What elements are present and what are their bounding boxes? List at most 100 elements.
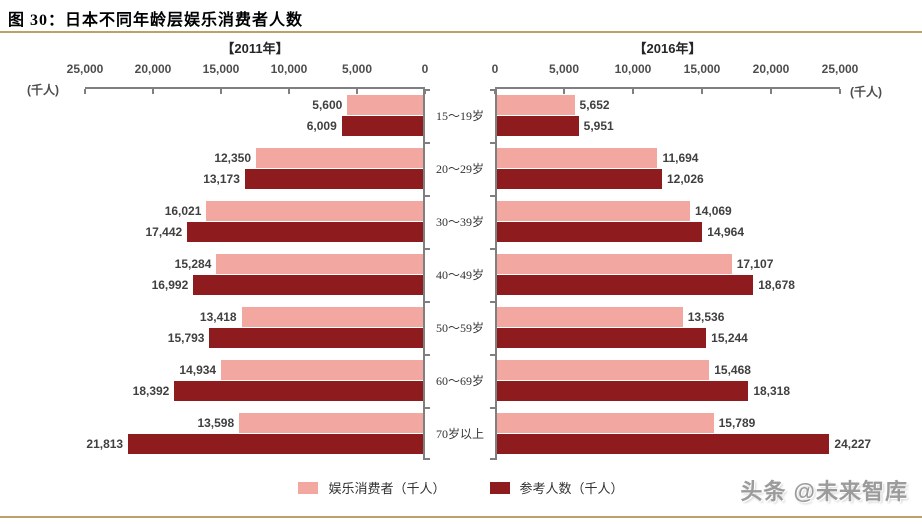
axis-tick-mark [288, 89, 290, 94]
bar-line: 18,318 [497, 381, 840, 402]
age-group-label: 15～19岁 [435, 109, 484, 123]
consumer-bar [497, 148, 658, 168]
axis-tick-mark [632, 89, 634, 94]
axis-tick-label: 25,000 [821, 62, 859, 76]
plot-2011: 5,600 6,009 12,350 13,173 16,021 17,442 15,284… [85, 89, 425, 460]
bar-group: 14,934 18,392 [85, 354, 423, 407]
bar-line: 24,227 [497, 434, 871, 455]
bar-line: 16,021 [85, 201, 423, 222]
age-group-label: 60～69岁 [435, 374, 484, 388]
reference-bar [209, 328, 423, 348]
reference-bar [497, 328, 707, 348]
bar-line: 13,173 [85, 169, 423, 190]
bar-value-label: 16,992 [151, 278, 189, 292]
panel-2011-title: 【2011年】 [221, 41, 289, 56]
axis-tick-label: 15,000 [202, 62, 240, 76]
group-boundary-tick [490, 458, 497, 460]
group-boundary-tick [423, 142, 430, 144]
axis-2016: 0 5,000 10,000 15,000 20,000 25,000 [491, 62, 859, 78]
group-boundary-tick [490, 142, 497, 144]
bar-line: 13,598 [85, 413, 423, 434]
legend-swatch-reference [489, 481, 510, 494]
bar-value-label: 16,021 [164, 204, 202, 218]
bar-value-label: 24,227 [834, 437, 872, 451]
consumer-bar [497, 360, 710, 380]
axis-tick-mark [563, 89, 565, 94]
consumer-bar [206, 201, 423, 221]
legend-item: 参考人数（千人） [489, 478, 624, 497]
bar-line: 5,652 [497, 95, 840, 116]
bar-group: 14,069 14,964 [497, 195, 840, 248]
axis-tick-label: 0 [491, 62, 499, 76]
bar-line: 15,244 [497, 328, 840, 349]
axis-tick-mark [701, 89, 703, 94]
consumer-bar [221, 360, 423, 380]
figure-title: 图 30：日本不同年龄层娱乐消费者人数 [8, 12, 304, 29]
age-group-label: 70岁以上 [435, 427, 484, 441]
group-boundary-tick [423, 89, 430, 91]
bar-value-label: 18,678 [758, 278, 795, 292]
axis-tick-label: 5,000 [548, 62, 580, 76]
bar-value-label: 13,598 [197, 416, 235, 430]
consumer-bar [216, 254, 423, 274]
bar-value-label: 18,392 [132, 384, 170, 398]
consumer-bar [497, 95, 575, 115]
group-boundary-tick [490, 354, 497, 356]
bar-value-label: 6,009 [306, 119, 337, 133]
axis-tick-label: 10,000 [614, 62, 652, 76]
bar-line: 15,789 [497, 413, 840, 434]
bar-group: 12,350 13,173 [85, 142, 423, 195]
bar-group: 15,468 18,318 [497, 354, 840, 407]
bar-line: 14,934 [85, 360, 423, 381]
consumer-bar [497, 254, 732, 274]
axis-tick-mark [424, 89, 426, 94]
reference-bar [128, 434, 423, 454]
bar-line: 14,964 [497, 222, 840, 243]
bar-group: 5,652 5,951 [497, 89, 840, 142]
reference-bar [187, 222, 423, 242]
bar-line: 6,009 [85, 116, 423, 137]
panel-2016-title: 【2016年】 [633, 41, 702, 56]
reference-bar [244, 169, 423, 189]
group-boundary-tick [490, 89, 497, 91]
bar-group: 15,284 16,992 [85, 248, 423, 301]
axis-tick-label: 10,000 [270, 62, 308, 76]
bar-value-label: 14,964 [707, 225, 744, 239]
reference-bar [341, 116, 423, 136]
consumer-bar [241, 307, 423, 327]
watermark: 头条 @未来智库 [740, 479, 908, 504]
bar-line: 14,069 [497, 201, 840, 222]
axis-tick-label: 20,000 [752, 62, 790, 76]
bar-line: 11,694 [497, 148, 840, 169]
bar-group: 13,418 15,793 [85, 301, 423, 354]
bar-value-label: 5,652 [579, 98, 610, 112]
consumer-bar [347, 95, 423, 115]
axis-tick-mark [770, 89, 772, 94]
bar-group: 11,694 12,026 [497, 142, 840, 195]
bar-line: 21,813 [85, 434, 423, 455]
reference-bar [497, 169, 662, 189]
bar-line: 15,284 [85, 254, 423, 275]
bar-line: 17,442 [85, 222, 423, 243]
bar-value-label: 14,069 [695, 204, 732, 218]
legend-label: 娱乐消费者（千人） [328, 481, 446, 496]
reference-bar [193, 275, 423, 295]
bar-line: 17,107 [497, 254, 840, 275]
group-boundary-tick [423, 354, 430, 356]
group-boundary-tick [490, 248, 497, 250]
axis-tick-label: 25,000 [66, 62, 104, 76]
consumer-bar [239, 413, 423, 433]
axis-tick-label: 0 [421, 62, 429, 76]
legend-label: 参考人数（千人） [519, 481, 624, 496]
bar-value-label: 13,536 [687, 310, 725, 324]
bar-value-label: 5,951 [583, 119, 614, 133]
legend-swatch-consumer [298, 481, 319, 494]
consumer-bar [256, 148, 423, 168]
consumer-bar [497, 307, 683, 327]
axis-tick-label: 15,000 [683, 62, 721, 76]
age-group-label: 40～49岁 [435, 268, 484, 282]
unit-label-right: (千人) [850, 85, 882, 99]
bar-line: 15,468 [497, 360, 840, 381]
bar-line: 5,600 [85, 95, 423, 116]
bar-line: 12,350 [85, 148, 423, 169]
